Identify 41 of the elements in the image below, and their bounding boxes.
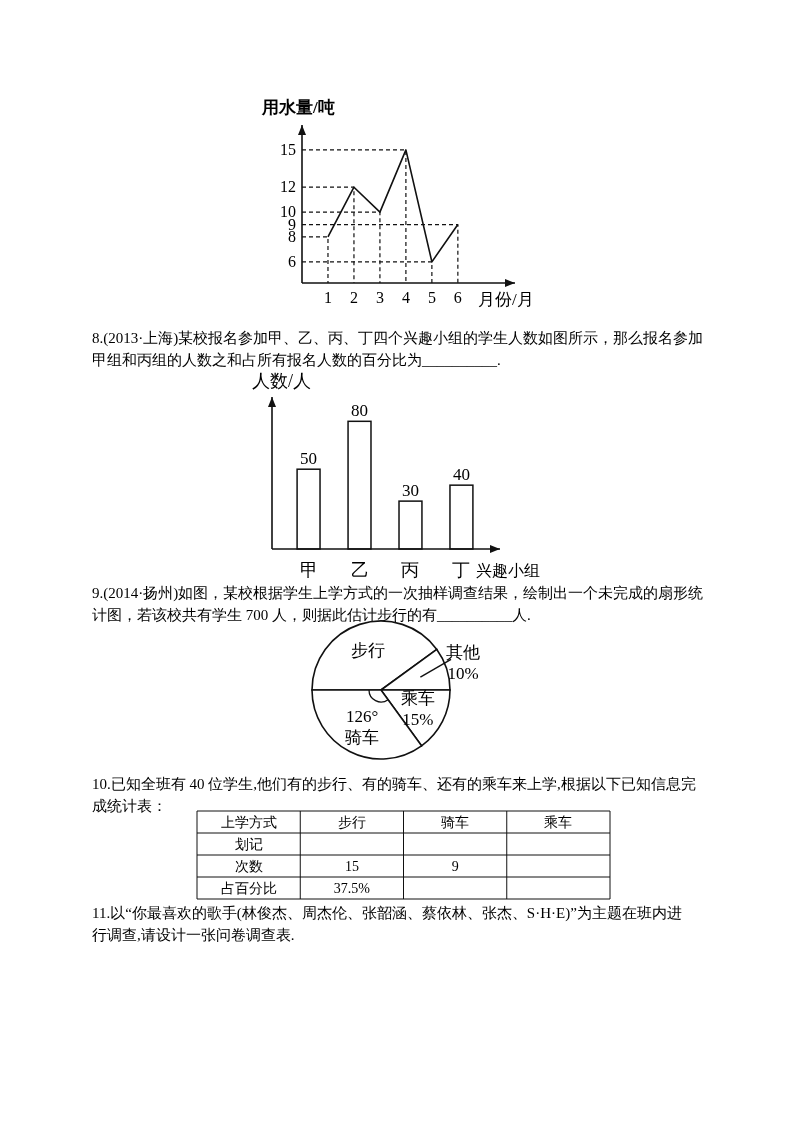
data-label: 30: [401, 481, 419, 501]
x-tick-label: 甲: [299, 560, 318, 580]
legend-label: 乘车: [400, 688, 435, 708]
data-label: 10%: [447, 664, 479, 684]
data-label: 50: [300, 449, 318, 469]
slice-label: 步行: [351, 640, 386, 660]
data-label: 15%: [402, 709, 434, 729]
text: 37.5%: [333, 881, 370, 896]
x-tick-label: 3: [375, 289, 384, 306]
x-tick-label: 4: [401, 289, 410, 306]
text: 11.以“你最喜欢的歌手(林俊杰、周杰伦、张韶涵、蔡依林、张杰、S·H·E)”为主题在班内进行调查,请设计一张问卷调查表.: [92, 905, 682, 944]
x-tick-label: 2: [349, 289, 358, 306]
y-tick-label: 12: [280, 178, 296, 196]
slice-label: 其他: [446, 643, 481, 663]
chart-title: 8.(2013·上海)某校报名参加甲、乙、丙、丁四个兴趣小组的学生人数如图所示，那么报名参加甲组和丙组的人数之和占所有报名人数的百分比为__________.: [92, 330, 704, 369]
x-tick-label: 1: [323, 289, 332, 306]
x-tick-label: 乙: [350, 560, 369, 580]
x-tick-label: 丙: [401, 560, 420, 580]
x-tick-label: 丁: [452, 560, 471, 580]
data-label: 40: [452, 465, 470, 485]
category-label: 占百分比: [220, 881, 277, 896]
legend-title: 上学方式: [220, 815, 277, 830]
x-tick-label: 5: [427, 289, 436, 306]
x-axis-title: 兴趣小组: [476, 562, 540, 579]
category-label: 步行: [337, 815, 366, 830]
text: 126°: [346, 706, 379, 726]
x-axis-title: 月份/月: [478, 290, 534, 309]
y-tick-label: 15: [280, 140, 296, 158]
category-label: 次数: [234, 859, 263, 874]
category-label: 乘车: [544, 815, 573, 830]
text: 15: [344, 859, 359, 874]
y-axis-title: 用水量/吨: [261, 98, 335, 117]
y-axis-title: 人数/人: [252, 371, 312, 391]
x-tick-label: 6: [453, 289, 462, 306]
text: 9: [451, 859, 459, 874]
category-label: 划记: [234, 837, 263, 852]
slice-label: 骑车: [345, 727, 380, 747]
data-label: 80: [351, 401, 369, 421]
text: 10.已知全班有 40 位学生,他们有的步行、有的骑车、还有的乘车来上学,根据以下已知信息完成统计表：: [92, 776, 696, 815]
y-tick-label: 6: [288, 252, 296, 270]
category-label: 骑车: [441, 815, 470, 830]
